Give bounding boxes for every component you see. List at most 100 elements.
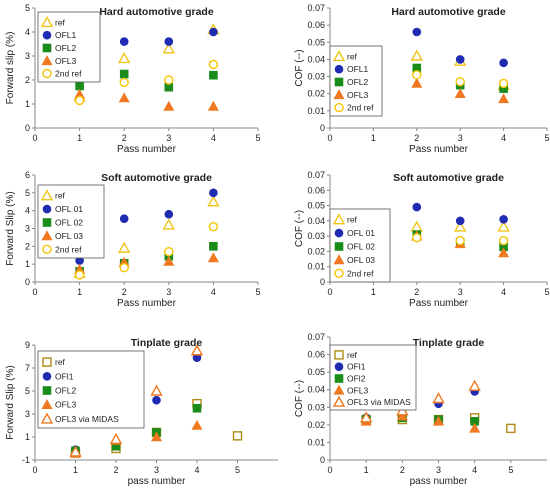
x-axis-title: pass number	[128, 476, 186, 487]
data-point	[119, 37, 129, 46]
data-point	[498, 236, 509, 246]
chart-title: Soft automotive grade	[393, 172, 504, 184]
chart-title: Tinplate grade	[413, 337, 485, 349]
legend-label: ref	[55, 17, 66, 27]
x-tick-label: 0	[32, 465, 37, 475]
x-axis-title: Pass number	[117, 298, 177, 309]
legend-label: OFl1	[55, 371, 74, 381]
data-point	[209, 242, 218, 251]
legend-label: OFL3 via MIDAS	[55, 414, 119, 424]
data-point	[497, 220, 510, 232]
legend-marker	[334, 362, 344, 372]
legend-label: OFL1	[347, 64, 369, 74]
legend-label: OFL 03	[347, 255, 375, 265]
data-point	[208, 59, 219, 70]
y-tick-label: 0.04	[307, 54, 325, 64]
x-tick-label: 5	[544, 133, 549, 143]
chart-panel-3: 0 1 2 3 4 5 6 0 1 2 3 4 5 Soft automotive grade Pass n…	[5, 170, 261, 309]
legend-marker	[334, 242, 344, 251]
x-tick-label: 3	[166, 287, 171, 297]
y-tick-label: 3	[25, 409, 30, 419]
legend-marker	[41, 230, 53, 241]
legend-marker	[334, 77, 344, 87]
data-point	[209, 188, 218, 198]
legend-label: OFL 01	[347, 228, 375, 238]
data-point	[396, 410, 408, 421]
legend-label: ref	[347, 215, 358, 225]
legend-label: OFL3	[347, 385, 369, 395]
x-tick-label: 4	[194, 465, 199, 475]
data-point	[119, 69, 129, 79]
data-point	[455, 55, 465, 64]
data-point	[119, 77, 129, 88]
x-tick-label: 2	[414, 133, 419, 143]
x-tick-label: 2	[113, 465, 118, 475]
y-tick-label: 0.04	[307, 385, 325, 395]
y-tick-label: 0.02	[307, 89, 325, 99]
data-point	[209, 27, 218, 37]
data-point	[499, 215, 508, 224]
data-point	[499, 58, 508, 68]
legend-marker	[42, 68, 52, 79]
legend-label: OFL3	[55, 56, 77, 66]
x-tick-label: 5	[255, 133, 260, 143]
data-point	[109, 432, 123, 444]
data-point	[412, 232, 422, 243]
data-point	[162, 42, 175, 54]
data-point	[359, 411, 373, 423]
data-point	[118, 241, 131, 253]
legend-label: OFL3	[55, 400, 77, 410]
legend-label: ref	[55, 191, 66, 201]
y-tick-label: 5	[25, 188, 30, 198]
y-axis-title: Forward slip (%)	[5, 32, 16, 105]
y-axis-title: COF (--)	[294, 210, 305, 247]
legend-label: OFl2	[347, 374, 366, 384]
legend-marker	[332, 49, 346, 62]
legend-label: OFl1	[347, 362, 366, 372]
x-axis-title: Pass number	[409, 144, 469, 155]
x-tick-label: 3	[436, 465, 441, 475]
x-tick-label: 4	[211, 287, 216, 297]
chart-title: Soft automotive grade	[101, 172, 212, 184]
data-point	[191, 419, 203, 430]
legend-marker	[42, 244, 52, 255]
y-axis-title: Forward Slip (%)	[5, 365, 16, 439]
legend-marker	[334, 102, 344, 113]
data-point	[498, 78, 509, 89]
x-tick-label: 5	[255, 287, 260, 297]
x-tick-label: 3	[166, 133, 171, 143]
y-tick-label: 0.05	[307, 367, 325, 377]
y-axis-title: Forward Slip (%)	[5, 191, 16, 265]
legend-label: ref	[55, 357, 66, 367]
y-tick-label: 0.07	[307, 3, 325, 13]
data-point	[209, 70, 218, 80]
y-tick-label: -1	[22, 455, 30, 465]
x-tick-label: 0	[327, 465, 332, 475]
legend-label: OFL2	[55, 43, 77, 53]
x-tick-label: 1	[77, 133, 82, 143]
legend-label: 2nd ref	[347, 268, 374, 278]
y-tick-label: 0.03	[307, 402, 325, 412]
y-tick-label: 0.05	[307, 37, 325, 47]
x-tick-label: 0	[32, 133, 37, 143]
legend-marker	[40, 189, 54, 201]
data-point	[163, 100, 175, 111]
legend-marker	[334, 268, 344, 278]
data-point	[432, 392, 445, 404]
legend-box	[37, 350, 145, 429]
data-point	[162, 218, 175, 230]
legend-box	[329, 344, 417, 411]
y-tick-label: 0.01	[307, 106, 325, 116]
legend-label: OFL3	[347, 90, 369, 100]
data-point	[119, 214, 129, 223]
y-tick-label: 0.02	[307, 420, 325, 430]
legend-label: OFL 02	[347, 242, 375, 252]
x-tick-label: 3	[458, 133, 463, 143]
data-point	[190, 344, 204, 356]
y-tick-label: 0.06	[307, 20, 325, 30]
y-axis-title: COF (--)	[294, 380, 305, 417]
x-tick-label: 5	[508, 465, 513, 475]
legend-marker	[332, 395, 346, 407]
legend-label: OFL 01	[55, 204, 83, 214]
